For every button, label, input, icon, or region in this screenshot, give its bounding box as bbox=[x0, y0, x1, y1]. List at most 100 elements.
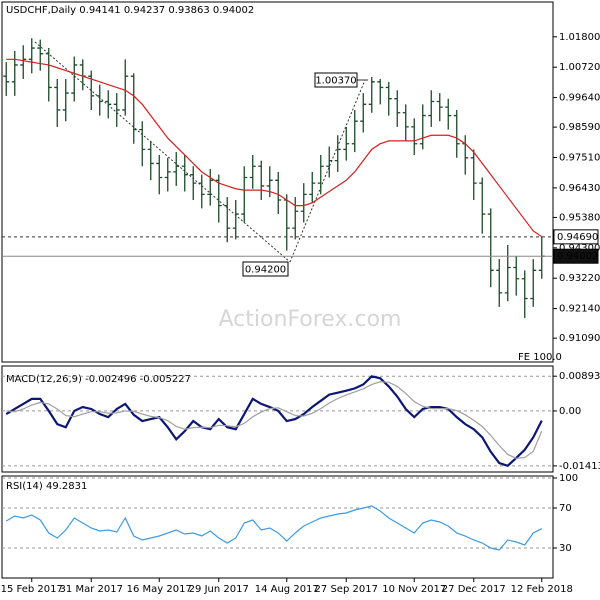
ohlc-bar bbox=[504, 245, 511, 302]
annotation: FE 100.0 bbox=[518, 352, 562, 363]
ohlc-bar bbox=[181, 154, 188, 192]
ohlc-bar bbox=[292, 197, 299, 240]
annotation: 1.00370 bbox=[315, 76, 356, 87]
ohlc-bar bbox=[224, 197, 231, 243]
y-tick-label: 0.008934 bbox=[559, 371, 600, 382]
ohlc-bar bbox=[496, 259, 503, 307]
ohlc-bar bbox=[436, 93, 443, 122]
x-tick-label: 16 May 2017 bbox=[127, 584, 192, 595]
price-label: 0.94002 bbox=[557, 251, 598, 262]
y-tick-label: 0.99640 bbox=[559, 93, 600, 104]
ohlc-bar bbox=[45, 48, 52, 102]
ohlc-bar bbox=[71, 56, 78, 102]
ohlc-bar bbox=[385, 81, 392, 116]
y-tick-label: 1.01800 bbox=[559, 32, 600, 43]
y-tick-label: 70 bbox=[559, 503, 572, 514]
ohlc-bar bbox=[419, 104, 426, 150]
y-tick-label: -0.014136 bbox=[559, 461, 600, 472]
macd-title: MACD(12,26,9) -0.002496 -0.005227 bbox=[6, 374, 191, 385]
ohlc-bar bbox=[445, 98, 452, 130]
ohlc-bar bbox=[198, 174, 205, 209]
ohlc-bar bbox=[156, 154, 163, 195]
projection-line bbox=[34, 41, 291, 263]
ohlc-bar bbox=[530, 259, 537, 307]
ohlc-bar bbox=[207, 169, 214, 206]
ohlc-bar bbox=[326, 146, 333, 178]
ohlc-bar bbox=[130, 73, 137, 144]
ohlc-bar bbox=[20, 45, 27, 80]
series-line bbox=[5, 375, 543, 467]
y-tick-label: 0.92140 bbox=[559, 304, 600, 315]
y-tick-label: 0.97510 bbox=[559, 153, 600, 164]
y-tick-label: 1.00720 bbox=[559, 62, 600, 73]
ohlc-bar bbox=[351, 109, 358, 153]
ohlc-bar bbox=[487, 208, 494, 288]
ohlc-bar bbox=[232, 199, 239, 240]
ohlc-bar bbox=[513, 256, 520, 296]
ohlc-bar bbox=[462, 135, 469, 175]
price-label-box bbox=[553, 229, 599, 245]
x-tick-label: 15 Feb 2017 bbox=[1, 584, 63, 595]
ohlc-bar bbox=[37, 39, 44, 71]
x-tick-label: 10 Nov 2017 bbox=[382, 584, 446, 595]
ohlc-bar bbox=[54, 79, 61, 127]
ohlc-bar bbox=[377, 79, 384, 105]
y-tick-label: 30 bbox=[559, 543, 572, 554]
ohlc-bar bbox=[122, 59, 129, 116]
projection-line bbox=[289, 79, 366, 263]
ohlc-bar bbox=[62, 79, 69, 122]
ohlc-bar bbox=[428, 90, 435, 127]
y-tick-label: 0.00 bbox=[559, 406, 581, 417]
series-line bbox=[6, 381, 543, 459]
ohlc-bar bbox=[334, 135, 341, 172]
price-label-box bbox=[553, 248, 599, 264]
x-tick-label: 27 Dec 2017 bbox=[442, 584, 506, 595]
macd-panel bbox=[1, 365, 554, 473]
ohlc-bar bbox=[113, 93, 120, 127]
x-tick-label: 27 Sep 2017 bbox=[315, 584, 378, 595]
ohlc-bar bbox=[190, 166, 197, 200]
ohlc-bar bbox=[79, 59, 86, 91]
y-tick-label: 0.98590 bbox=[559, 122, 600, 133]
ohlc-bar bbox=[173, 152, 180, 186]
ohlc-bar bbox=[470, 149, 477, 200]
ohlc-bar bbox=[343, 126, 350, 161]
ohlc-bar bbox=[283, 194, 290, 251]
series-line bbox=[6, 58, 543, 238]
ohlc-bar bbox=[147, 140, 154, 181]
ohlc-bar bbox=[402, 104, 409, 141]
ohlc-bar bbox=[28, 38, 35, 74]
ohlc-bar bbox=[411, 118, 418, 155]
ohlc-bar bbox=[360, 93, 367, 133]
watermark: ActionForex.com bbox=[219, 307, 402, 332]
ohlc-bar bbox=[275, 171, 282, 215]
price-label: 0.94690 bbox=[557, 232, 598, 243]
y-tick-label: 0.96430 bbox=[559, 183, 600, 194]
annotation-box bbox=[242, 261, 289, 277]
annotation-box bbox=[314, 72, 358, 88]
ohlc-bar bbox=[394, 90, 401, 127]
ohlc-bar bbox=[96, 84, 103, 116]
ohlc-bar bbox=[479, 177, 486, 234]
ohlc-bar bbox=[317, 154, 324, 195]
ohlc-bar bbox=[11, 50, 18, 96]
ohlc-bar bbox=[538, 236, 545, 279]
ohlc-bar bbox=[88, 70, 95, 110]
rsi-panel bbox=[1, 475, 554, 579]
y-tick-label: 0.91090 bbox=[559, 333, 600, 344]
x-tick-label: 29 Jun 2017 bbox=[189, 584, 249, 595]
price-panel bbox=[1, 1, 554, 363]
y-tick-label: 0.93220 bbox=[559, 273, 600, 284]
ohlc-bar bbox=[3, 62, 10, 96]
rsi-title: RSI(14) 49.2831 bbox=[6, 481, 87, 492]
ohlc-bar bbox=[249, 154, 256, 189]
ohlc-bar bbox=[139, 121, 146, 167]
ohlc-bar bbox=[105, 90, 112, 119]
ohlc-bar bbox=[309, 171, 316, 203]
ohlc-bar bbox=[258, 160, 265, 200]
ohlc-bar bbox=[453, 109, 460, 158]
ohlc-bar bbox=[300, 183, 307, 223]
y-tick-label: 100 bbox=[559, 473, 578, 484]
series-line bbox=[5, 505, 543, 551]
